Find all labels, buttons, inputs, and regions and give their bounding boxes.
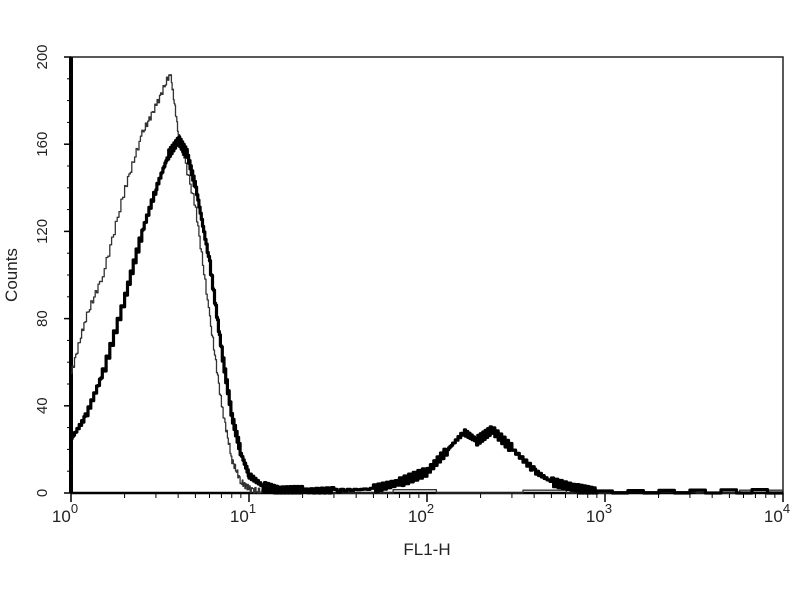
y-tick-label: 40 (34, 397, 51, 414)
y-tick-label: 0 (34, 489, 51, 497)
x-tick-label: 102 (408, 501, 434, 526)
y-tick-label: 160 (34, 132, 51, 157)
y-tick-label: 200 (34, 44, 51, 69)
y-axis-label: Counts (2, 248, 21, 302)
x-tick-label: 104 (764, 501, 790, 526)
x-tick-label: 100 (52, 501, 78, 526)
x-tick-label: 103 (586, 501, 612, 526)
x-axis-label: FL1-H (403, 540, 450, 559)
histogram-series-thick (70, 135, 783, 495)
y-tick-label: 80 (34, 310, 51, 327)
y-tick-label: 120 (34, 219, 51, 244)
x-tick-label: 101 (230, 501, 256, 526)
histogram-series-thin (71, 74, 784, 494)
